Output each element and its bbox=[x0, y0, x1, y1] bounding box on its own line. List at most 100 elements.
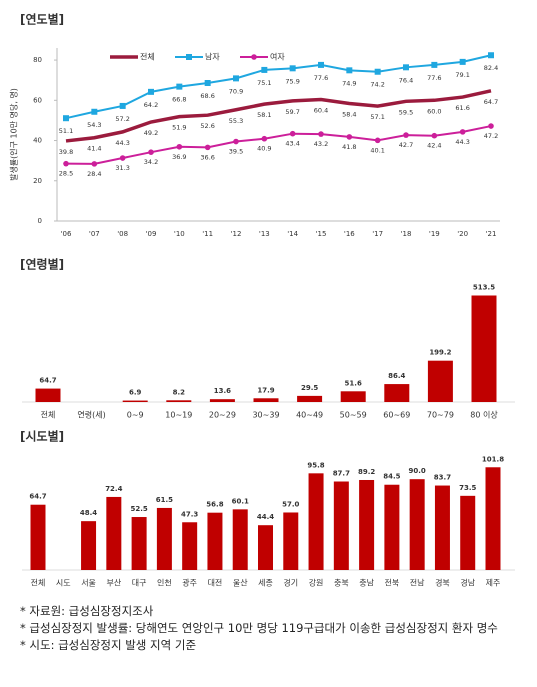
bar bbox=[131, 517, 147, 570]
x-tick-label: 50~59 bbox=[340, 411, 367, 420]
legend-label: 여자 bbox=[270, 52, 285, 62]
data-label: 13.6 bbox=[214, 387, 231, 395]
y-tick-label: 80 bbox=[33, 56, 42, 64]
data-label: 6.9 bbox=[129, 389, 142, 397]
data-label: 40.9 bbox=[257, 145, 271, 153]
x-tick-label: 제주 bbox=[486, 579, 501, 588]
marker bbox=[233, 138, 239, 145]
marker bbox=[261, 135, 268, 142]
x-tick-label: 80 이상 bbox=[470, 410, 498, 420]
x-tick-label: '14 bbox=[287, 230, 298, 238]
data-label: 51.6 bbox=[345, 379, 362, 387]
bar bbox=[384, 384, 410, 402]
marker bbox=[488, 123, 494, 129]
data-label: 55.3 bbox=[229, 117, 243, 125]
data-label: 43.4 bbox=[285, 140, 299, 148]
x-tick-label: 60~69 bbox=[383, 411, 410, 420]
data-label: 57.2 bbox=[115, 115, 129, 123]
x-tick-label: 40~49 bbox=[296, 411, 323, 420]
marker bbox=[63, 115, 69, 122]
marker bbox=[289, 130, 296, 137]
data-label: 64.7 bbox=[39, 377, 56, 385]
marker bbox=[204, 144, 211, 151]
legend-marker bbox=[186, 54, 192, 60]
x-tick-label: '15 bbox=[316, 230, 327, 238]
data-label: 66.8 bbox=[172, 96, 186, 104]
note: * 시도: 급성심장정지 발생 지역 기준 bbox=[20, 638, 197, 652]
data-label: 68.6 bbox=[200, 92, 214, 100]
marker bbox=[374, 68, 381, 75]
data-label: 57.1 bbox=[370, 113, 384, 121]
x-tick-label: 경남 bbox=[460, 578, 475, 588]
x-tick-label: 20~29 bbox=[209, 411, 236, 420]
data-label: 28.4 bbox=[87, 170, 101, 178]
data-label: 89.2 bbox=[358, 468, 375, 476]
x-tick-label: '20 bbox=[457, 230, 468, 238]
bar bbox=[253, 398, 279, 402]
data-label: 36.6 bbox=[200, 153, 214, 161]
bar bbox=[471, 295, 497, 402]
data-label: 44.3 bbox=[115, 139, 129, 147]
bar bbox=[35, 388, 61, 402]
y-tick-label: 40 bbox=[33, 137, 42, 145]
bar bbox=[209, 399, 235, 402]
data-label: 57.0 bbox=[282, 500, 299, 508]
legend-label: 남자 bbox=[205, 53, 220, 62]
data-label: 82.4 bbox=[484, 64, 498, 72]
data-label: 90.0 bbox=[409, 467, 426, 475]
chart-title: [연도별] bbox=[20, 12, 64, 27]
bar bbox=[122, 400, 148, 402]
bar bbox=[308, 473, 324, 570]
data-label: 95.8 bbox=[307, 461, 324, 469]
data-label: 39.8 bbox=[59, 148, 73, 156]
x-tick-label: 대전 bbox=[208, 578, 223, 588]
data-label: 52.5 bbox=[130, 505, 147, 513]
data-label: 73.5 bbox=[459, 484, 476, 492]
x-tick-label: 경북 bbox=[435, 578, 450, 588]
x-tick-label: 전남 bbox=[410, 578, 425, 588]
x-tick-label: 연령(세) bbox=[77, 411, 105, 420]
data-label: 513.5 bbox=[473, 283, 495, 291]
x-tick-label: '06 bbox=[61, 230, 72, 238]
x-tick-label: 인천 bbox=[157, 578, 172, 588]
data-label: 47.3 bbox=[181, 510, 198, 518]
note: * 급성심장정지 발생률: 당해연도 연앙인구 10만 명당 119구급대가 이… bbox=[20, 621, 498, 635]
data-label: 39.5 bbox=[229, 148, 243, 156]
x-tick-label: 10~19 bbox=[165, 411, 192, 420]
x-tick-label: 서울 bbox=[81, 579, 96, 588]
data-label: 60.1 bbox=[232, 497, 249, 505]
marker bbox=[261, 66, 268, 73]
x-tick-label: 세종 bbox=[258, 579, 273, 588]
bar bbox=[182, 522, 198, 570]
data-label: 60.4 bbox=[314, 106, 328, 114]
x-tick-label: 경기 bbox=[283, 578, 298, 588]
marker bbox=[289, 65, 296, 72]
data-label: 58.4 bbox=[342, 111, 356, 119]
y-tick-label: 20 bbox=[33, 177, 42, 185]
marker bbox=[488, 52, 494, 59]
marker bbox=[91, 108, 98, 115]
bar bbox=[460, 495, 476, 570]
note: * 자료원: 급성심장정지조사 bbox=[20, 604, 154, 618]
marker bbox=[204, 80, 211, 87]
marker bbox=[459, 129, 466, 135]
marker bbox=[148, 88, 154, 95]
data-label: 70.9 bbox=[229, 87, 243, 95]
x-tick-label: 전체 bbox=[41, 410, 56, 420]
data-label: 44.3 bbox=[455, 138, 469, 146]
data-label: 29.5 bbox=[301, 384, 318, 392]
marker bbox=[318, 61, 324, 68]
bar bbox=[156, 507, 172, 570]
data-label: 77.6 bbox=[427, 74, 441, 82]
x-tick-label: 대구 bbox=[132, 579, 147, 588]
data-label: 60.0 bbox=[427, 107, 441, 115]
bar bbox=[283, 512, 299, 570]
x-tick-label: '18 bbox=[401, 230, 412, 238]
marker bbox=[119, 155, 126, 161]
data-label: 52.6 bbox=[200, 122, 214, 130]
chart-title: [연령별] bbox=[20, 257, 64, 272]
bar bbox=[427, 360, 453, 402]
legend-marker bbox=[251, 54, 257, 60]
marker bbox=[431, 132, 438, 139]
